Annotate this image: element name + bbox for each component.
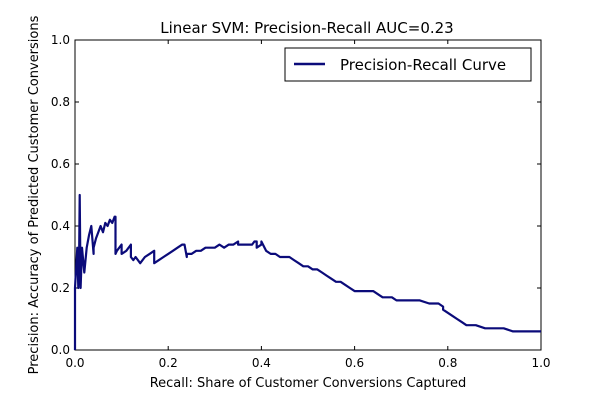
x-axis-label: Recall: Share of Customer Conversions Ca… — [150, 376, 467, 391]
chart-title: Linear SVM: Precision-Recall AUC=0.23 — [160, 19, 453, 37]
x-tick-label: 0.2 — [159, 356, 178, 370]
y-tick-label: 0.4 — [51, 219, 70, 233]
y-axis: 0.0 0.2 0.4 0.6 0.8 1.0 — [51, 33, 541, 357]
x-tick-label: 0.4 — [252, 356, 271, 370]
series-layer — [73, 193, 541, 350]
legend: Precision-Recall Curve — [284, 47, 532, 82]
legend-label: Precision-Recall Curve — [340, 56, 506, 74]
series-line-precision-recall — [73, 193, 541, 350]
y-axis-label: Precision: Accuracy of Predicted Custome… — [27, 15, 42, 374]
y-tick-label: 0.8 — [51, 95, 70, 109]
x-tick-label: 0.6 — [345, 356, 364, 370]
y-tick-label: 1.0 — [51, 33, 70, 47]
y-tick-label: 0.2 — [51, 281, 70, 295]
x-tick-label: 0.0 — [65, 356, 84, 370]
x-axis: 0.0 0.2 0.4 0.6 0.8 1.0 — [65, 40, 551, 370]
x-tick-label: 0.8 — [438, 356, 457, 370]
y-tick-label: 0.0 — [51, 343, 70, 357]
x-tick-label: 1.0 — [531, 356, 550, 370]
legend-box — [284, 47, 532, 82]
y-tick-label: 0.6 — [51, 157, 70, 171]
axes-frame — [74, 39, 542, 351]
plot-area — [74, 39, 542, 351]
